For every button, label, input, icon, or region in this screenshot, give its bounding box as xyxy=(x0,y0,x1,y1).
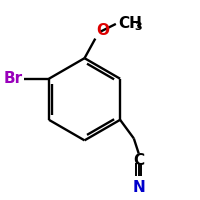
Text: 3: 3 xyxy=(134,22,141,32)
Text: N: N xyxy=(132,180,145,195)
Text: C: C xyxy=(133,153,144,168)
Text: Br: Br xyxy=(3,71,23,86)
Text: O: O xyxy=(96,23,109,38)
Text: CH: CH xyxy=(118,16,142,31)
